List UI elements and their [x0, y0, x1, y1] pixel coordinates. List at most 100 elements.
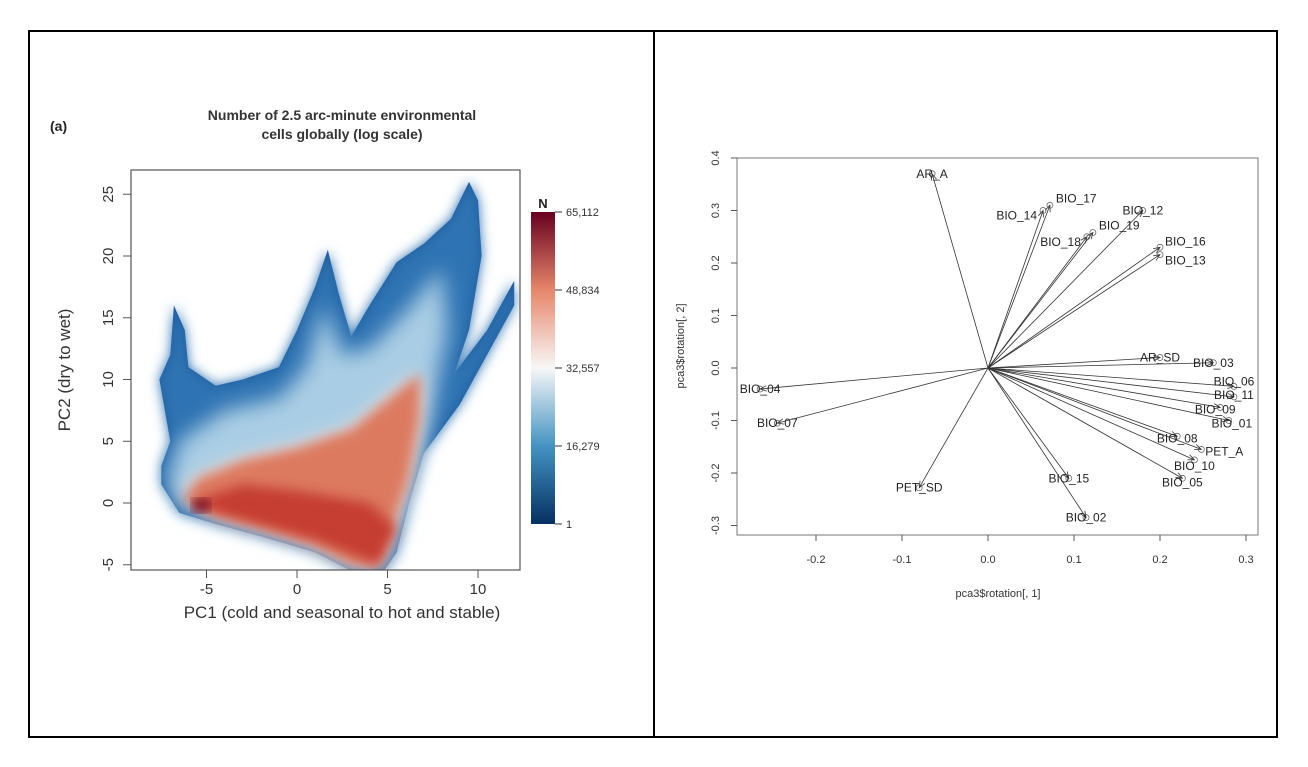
arrow-bio-01: BIO_01 [987, 367, 1252, 431]
arrowhead-icon [1187, 454, 1196, 461]
y-axis-label: pca3$rotation[, 2] [675, 303, 687, 388]
arrow-label: BIO_02 [1066, 511, 1107, 525]
arrow-line [987, 236, 1088, 369]
y-tick-label: 0.2 [710, 255, 722, 270]
arrow-tip-marker [756, 385, 764, 393]
arrow-label: BIO_04 [740, 382, 781, 396]
arrowhead-icon [1170, 431, 1179, 438]
arrow-tip-marker [1230, 383, 1238, 390]
arrow-pet-sd: PET_SD [896, 367, 989, 495]
arrowhead-icon [1153, 254, 1161, 261]
y-tick-label: 0.3 [710, 203, 722, 218]
arrow-tip-marker [915, 484, 923, 492]
panel-label: (a) [50, 118, 67, 134]
y-tick-label: -0.3 [710, 516, 722, 535]
arrow-tip-marker [1179, 474, 1186, 482]
y-tick-label: 25 [100, 186, 117, 203]
arrow-line [987, 367, 1178, 437]
chart-title-line-2: cells globally (log scale) [261, 126, 422, 142]
arrow-line [777, 367, 989, 424]
plot-box [736, 157, 1259, 536]
arrow-tip-marker [1139, 207, 1147, 214]
arrowhead-icon [1062, 471, 1070, 480]
arrow-line [987, 367, 1195, 461]
y-axis-label: PC2 (dry to wet) [55, 309, 74, 432]
x-tick-label: 0.0 [980, 554, 995, 566]
arrowhead-icon [1194, 444, 1203, 451]
arrow-label: BIO_11 [1214, 388, 1254, 402]
arrow-bio-03: BIO_03 [987, 356, 1234, 370]
arrowhead-icon [776, 418, 785, 425]
arrow-line [987, 362, 1214, 369]
y-tick-label: 5 [100, 437, 117, 445]
arrow-line [760, 367, 989, 390]
arrow-line [987, 367, 1183, 479]
arrow-ar-a: AR_A [916, 167, 989, 369]
arrow-bio-05: BIO_05 [987, 367, 1203, 489]
arrow-label: BIO_16 [1165, 234, 1206, 248]
arrowhead-icon [759, 385, 767, 392]
arrowhead-icon [1221, 416, 1230, 423]
arrow-pet-a: PET_A [987, 367, 1243, 458]
y-tick-label: -5 [100, 558, 117, 571]
x-axis-label: PC1 (cold and seasonal to hot and stable… [184, 603, 501, 622]
arrow-bio-04: BIO_04 [740, 367, 989, 396]
x-tick-label: 10 [470, 581, 487, 598]
colorbar-tick-label: 48,834 [566, 285, 600, 297]
arrow-bio-10: BIO_10 [987, 367, 1215, 473]
arrow-line [987, 367, 1070, 479]
y-tick-label: 10 [100, 371, 117, 388]
arrow-line [987, 367, 1202, 450]
arrow-tip-marker [1197, 446, 1205, 453]
arrow-label: BIO_17 [1056, 191, 1097, 205]
y-tick-label: -0.2 [710, 464, 722, 483]
arrow-label: BIO_05 [1162, 475, 1203, 489]
arrow-bio-18: BIO_18 [987, 233, 1091, 369]
panel-divider [653, 30, 655, 738]
arrow-bio-02: BIO_02 [987, 367, 1107, 525]
x-tick-label: -0.1 [893, 554, 912, 566]
arrowhead-icon [930, 172, 937, 181]
arrow-tip-marker [773, 419, 781, 427]
colorbar-tick-label: 32,557 [566, 363, 600, 375]
y-tick-label: 0.0 [710, 360, 722, 375]
arrow-line [987, 205, 1051, 369]
arrow-bio-17: BIO_17 [987, 191, 1097, 369]
arrow-line [987, 246, 1161, 369]
colorbar-tick-label: 65,112 [566, 207, 599, 219]
arrow-label: BIO_10 [1174, 459, 1215, 473]
arrow-line [987, 367, 1234, 387]
arrow-line [931, 173, 989, 369]
arrow-label: BIO_13 [1165, 254, 1206, 268]
arrowhead-icon [1227, 393, 1235, 400]
x-tick-label: -5 [200, 581, 213, 598]
arrow-label: BIO_09 [1195, 402, 1236, 416]
arrow-line [987, 367, 1221, 408]
arrow-ar-sd: AR_SD [987, 351, 1180, 369]
arrow-tip-marker [1209, 359, 1217, 367]
density-peak [192, 498, 211, 513]
arrow-bio-06: BIO_06 [987, 367, 1255, 390]
y-tick-label: 0.4 [710, 150, 722, 165]
arrow-tip-marker [1082, 514, 1090, 521]
arrow-label: BIO_12 [1122, 204, 1163, 218]
arrow-tip-marker [1065, 474, 1073, 482]
colorbar-tick-label: 1 [566, 519, 572, 531]
x-tick-label: 0.3 [1238, 554, 1253, 566]
arrow-tip-marker [1089, 229, 1097, 236]
arrow-line [987, 357, 1161, 369]
arrowhead-icon [1044, 204, 1051, 213]
colorbar [531, 212, 555, 524]
arrow-label: BIO_01 [1211, 417, 1252, 431]
arrow-bio-08: BIO_08 [987, 367, 1198, 445]
arrow-tip-marker [1046, 201, 1054, 209]
colorbar-tick-label: 16,279 [566, 441, 600, 453]
arrow-bio-14: BIO_14 [987, 207, 1047, 369]
y-tick-label: 15 [100, 309, 117, 326]
arrowhead-icon [1227, 382, 1235, 389]
x-tick-label: 0 [293, 581, 301, 598]
arrow-label: PET_A [1205, 444, 1243, 458]
arrow-tip-marker [1230, 393, 1238, 401]
arrow-tip-marker [928, 170, 936, 178]
arrow-label: BIO_03 [1193, 356, 1234, 370]
